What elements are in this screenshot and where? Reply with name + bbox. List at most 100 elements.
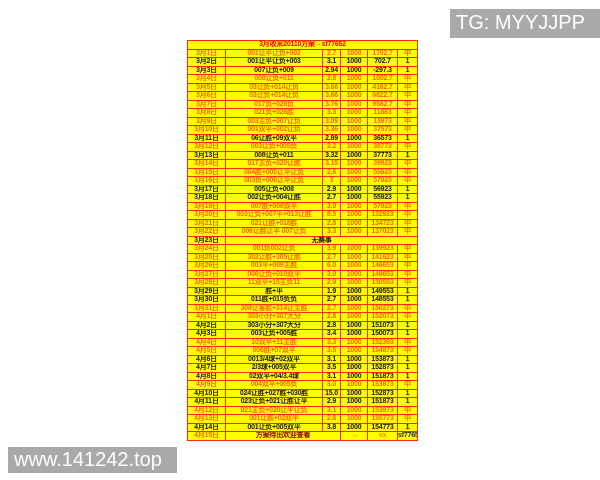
date-cell: 4月11日 (187, 397, 226, 407)
balance-cell: 1502.7 (367, 74, 398, 84)
result-cell: 中 (396, 244, 419, 254)
stake-cell: 1000 (340, 116, 368, 126)
odds-cell: 3 (322, 176, 341, 186)
result-cell: 1 (396, 150, 419, 160)
odds-cell: 2.94 (322, 65, 341, 75)
result-cell: 中 (396, 346, 419, 356)
stake-cell: 1000 (340, 337, 368, 347)
balance-cell: 151873 (367, 397, 398, 407)
scheme-cell: 006让负+010双平 (225, 269, 323, 279)
scheme-cell: 017负+028负 (225, 99, 323, 109)
balance-cell: 150073 (367, 329, 398, 339)
date-cell: 3月14日 (187, 159, 226, 169)
table-row: 4月7日 2/3球+005双平 3.5 1000 152873 1 (187, 363, 419, 373)
balance-cell: 1702.7 (367, 48, 398, 58)
footer-message-cell: 方案待出欢迎查看 (225, 431, 341, 441)
balance-cell: 148653 (367, 269, 398, 279)
date-cell: 3月11日 (187, 133, 226, 143)
stake-cell: 1000 (340, 108, 368, 118)
date-cell: 3月4日 (187, 74, 226, 84)
scheme-cell: 002让负+004让胜 (225, 193, 323, 203)
balance-cell: 9582.7 (367, 99, 398, 109)
odds-cell: 3.1 (322, 57, 341, 67)
balance-cell: 146653 (367, 261, 398, 271)
betting-table: 3月收米20110方案→sf77652 3月1日 001让平让负+002 2.7 10… (186, 40, 419, 441)
odds-cell: 3.15 (322, 159, 341, 169)
balance-cell: 11883 (367, 108, 398, 118)
stake-cell: 1000 (340, 380, 368, 390)
scheme-cell: 001让胜+02双平 (225, 414, 323, 424)
odds-cell: 3.3 (322, 108, 341, 118)
table-row: 3月22日 006让胜让平 007让负 3.3 1000 137023 中 (187, 227, 419, 237)
balance-cell: 148553 (367, 295, 398, 305)
telegram-handle: TG: MYYJJPP (456, 12, 585, 34)
date-cell: 3月27日 (187, 269, 226, 279)
stake-cell: 1000 (340, 363, 368, 373)
balance-cell: 150553 (367, 278, 398, 288)
date-cell: 4月9日 (187, 380, 226, 390)
table-row: 4月8日 02双平+04/3.4球 3.1 1000 151873 1 (187, 371, 419, 381)
stake-cell: 1000 (340, 201, 368, 211)
table-row: 3月8日 021负+026胜 3.3 1000 11883 中 (187, 108, 419, 118)
date-cell: 4月5日 (187, 346, 226, 356)
result-cell: 中 (396, 218, 419, 228)
date-cell: 4月15日 (187, 431, 226, 441)
stake-cell: 1000 (340, 227, 368, 237)
result-cell: 1 (396, 133, 419, 143)
balance-cell: 37773 (367, 150, 398, 160)
odds-cell: 2.8 (322, 218, 341, 228)
stake-cell: 1000 (340, 312, 368, 322)
stake-cell: 1000 (340, 388, 368, 398)
table-row: 4月9日 004双平+005负 3.0 1000 153873 中 (187, 380, 419, 390)
date-cell: 4月7日 (187, 363, 226, 373)
date-cell: 3月12日 (187, 142, 226, 152)
date-cell: 3月1日 (187, 48, 226, 58)
table-row: 3月19日 007胜+008双平 3.0 1000 57923 中 (187, 201, 419, 211)
date-cell: 3月5日 (187, 82, 226, 92)
stake-cell: 1000 (340, 261, 368, 271)
table-row: 3月7日 017负+028负 3.76 1000 9582.7 中 (187, 99, 419, 109)
result-cell: 中 (396, 210, 419, 220)
odds-cell: 3.3 (322, 337, 341, 347)
table-row: 3月16日 003负+006让平让负 3 1000 57923 中 (187, 176, 419, 186)
date-cell: 3月31日 (187, 303, 226, 313)
table-row: 4月4日 10双平+11主胜 3.3 1000 152363 中 (187, 337, 419, 347)
odds-cell: 2.9 (322, 278, 341, 288)
balance-cell: 13973 (367, 116, 398, 126)
balance-cell: 134723 (367, 218, 398, 228)
table-row: 3月23日 无赛事 (187, 235, 419, 245)
balance-cell: 152873 (367, 363, 398, 373)
date-cell: 3月2日 (187, 57, 226, 67)
table-row: 3月15日 004胜+005让平让负 2.6 1000 55923 中 (187, 167, 419, 177)
balance-cell: 137023 (367, 227, 398, 237)
stake-cell: 1000 (340, 252, 368, 262)
date-cell: 3月9日 (187, 116, 226, 126)
date-cell: 3月13日 (187, 150, 226, 160)
odds-cell: 3.1 (322, 405, 341, 415)
stake-cell: 1000 (340, 193, 368, 203)
scheme-cell: 021让胜+018胜 (225, 218, 323, 228)
result-cell: 中 (396, 176, 419, 186)
table-row: 3月29日 胜+平 1.9 1000 149553 1 (187, 286, 419, 296)
date-cell: 3月26日 (187, 261, 226, 271)
table-row: 3月20日 003让负+007平+013让胜 8.5 1000 132923 中 (187, 210, 419, 220)
odds-cell: 3.1 (322, 371, 341, 381)
result-cell: 中 (396, 405, 419, 415)
table-row: 3月6日 03让负+014让负 3.66 1000 6822.7 中 (187, 91, 419, 101)
odds-cell: 3.3 (322, 227, 341, 237)
result-cell: 中 (396, 278, 419, 288)
balance-cell: 37573 (367, 125, 398, 135)
result-cell: 1 (396, 363, 419, 373)
scheme-cell: 008让负+011 (225, 150, 323, 160)
result-cell: 中 (396, 380, 419, 390)
date-cell: 4月3日 (187, 329, 226, 339)
scheme-cell: 303小分+307大分 (225, 320, 323, 330)
scheme-cell: 021负+026胜 (225, 108, 323, 118)
balance-cell: 6822.7 (367, 91, 398, 101)
stake-cell: 1000 (340, 48, 368, 58)
date-cell: 3月17日 (187, 184, 226, 194)
table-row: 4月6日 0013/4球+02双平 3.1 1000 153873 1 (187, 354, 419, 364)
stake-cell: 1000 (340, 176, 368, 186)
odds-cell: 3.2 (322, 142, 341, 152)
scheme-cell: 10双平+11主胜 (225, 337, 323, 347)
